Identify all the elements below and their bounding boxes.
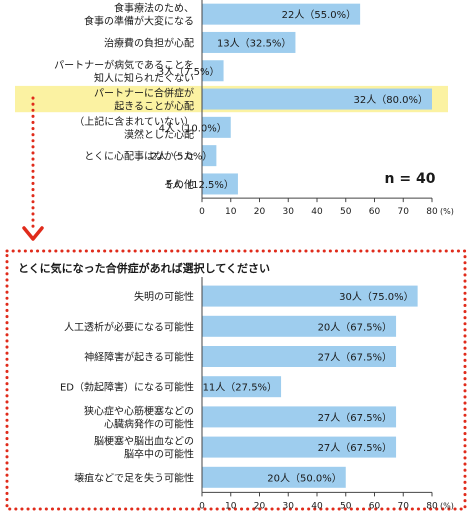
x-tick-label: 80 <box>426 207 438 217</box>
category-label: （上記に含まれていない）漠然とした心配 <box>74 115 194 141</box>
value-label: 4人（10.0%） <box>159 122 227 134</box>
chart-title: とくに気になった合併症があれば選択してください <box>18 261 270 275</box>
category-label: 食事療法のため、食事の準備が大変になる <box>84 2 194 28</box>
value-label: 3人（7.5%） <box>158 66 220 78</box>
value-label: 2人（5.0%） <box>151 151 213 163</box>
x-tick-label: 50 <box>340 501 352 511</box>
value-label: 27人（67.5%） <box>318 412 393 424</box>
value-label: 30人（75.0%） <box>339 291 414 303</box>
x-tick-label: 0 <box>199 501 205 511</box>
category-label: 狭心症や心筋梗塞などの心臓病発作の可能性 <box>84 404 194 430</box>
bar <box>202 60 224 82</box>
value-label: 11人（27.5%） <box>203 382 278 394</box>
dotted-frame <box>5 249 467 511</box>
bar <box>202 173 238 195</box>
x-unit-label: (%) <box>440 501 454 510</box>
bar <box>202 116 231 138</box>
category-label: パートナーが病気であることを知人に知られたくない <box>54 58 194 84</box>
bar <box>202 376 282 398</box>
bar <box>202 88 432 110</box>
bar <box>202 406 397 428</box>
category-label: ED（勃起障害）になる可能性 <box>60 381 194 394</box>
value-label: 13人（32.5%） <box>217 37 292 49</box>
bar <box>202 466 346 488</box>
bar <box>202 285 418 307</box>
x-tick-label: 10 <box>225 207 237 217</box>
value-label: 32人（80.0%） <box>354 94 429 106</box>
x-tick-label: 80 <box>426 501 438 511</box>
x-tick-label: 20 <box>254 207 266 217</box>
bar <box>202 3 361 25</box>
category-label: パートナーに合併症が起きることが心配 <box>94 87 194 113</box>
category-label: 治療費の負担が心配 <box>104 36 194 49</box>
value-label: 27人（67.5%） <box>318 442 393 454</box>
category-label: 神経障害が起きる可能性 <box>84 351 194 364</box>
value-label: 20人（67.5%） <box>318 321 393 333</box>
bar <box>202 145 217 167</box>
category-label: 人工透析が必要になる可能性 <box>64 320 194 333</box>
x-tick-label: 50 <box>340 207 352 217</box>
category-label: とくに心配事はなかった <box>84 150 194 163</box>
x-tick-label: 30 <box>283 501 295 511</box>
category-label: 失明の可能性 <box>134 290 194 303</box>
x-tick-label: 60 <box>369 501 381 511</box>
bar <box>202 346 397 367</box>
x-tick-label: 60 <box>369 207 381 217</box>
value-label: 27人（67.5%） <box>318 352 393 364</box>
sample-size-annotation: n = 40 <box>385 171 436 187</box>
arrow-head <box>22 226 44 241</box>
connector-arrow <box>22 96 44 241</box>
category-label: 壊疽などで足を失う可能性 <box>74 471 194 484</box>
value-label: 5人（12.5%） <box>166 179 234 191</box>
x-tick-label: 40 <box>311 207 323 217</box>
x-tick-label: 70 <box>398 207 410 217</box>
category-label: その他 <box>164 178 194 191</box>
x-tick-label: 0 <box>199 207 205 217</box>
bar <box>202 436 397 458</box>
x-tick-label: 40 <box>311 501 323 511</box>
bar <box>202 31 296 53</box>
x-unit-label: (%) <box>440 207 454 216</box>
x-tick-label: 10 <box>225 501 237 511</box>
value-label: 22人（55.0%） <box>282 9 357 21</box>
x-tick-label: 70 <box>398 501 410 511</box>
x-tick-label: 30 <box>283 207 295 217</box>
value-label: 20人（50.0%） <box>267 472 342 484</box>
bar <box>202 315 397 337</box>
x-tick-label: 20 <box>254 501 266 511</box>
category-label: 脳梗塞や脳出血などの脳卒中の可能性 <box>94 435 194 461</box>
